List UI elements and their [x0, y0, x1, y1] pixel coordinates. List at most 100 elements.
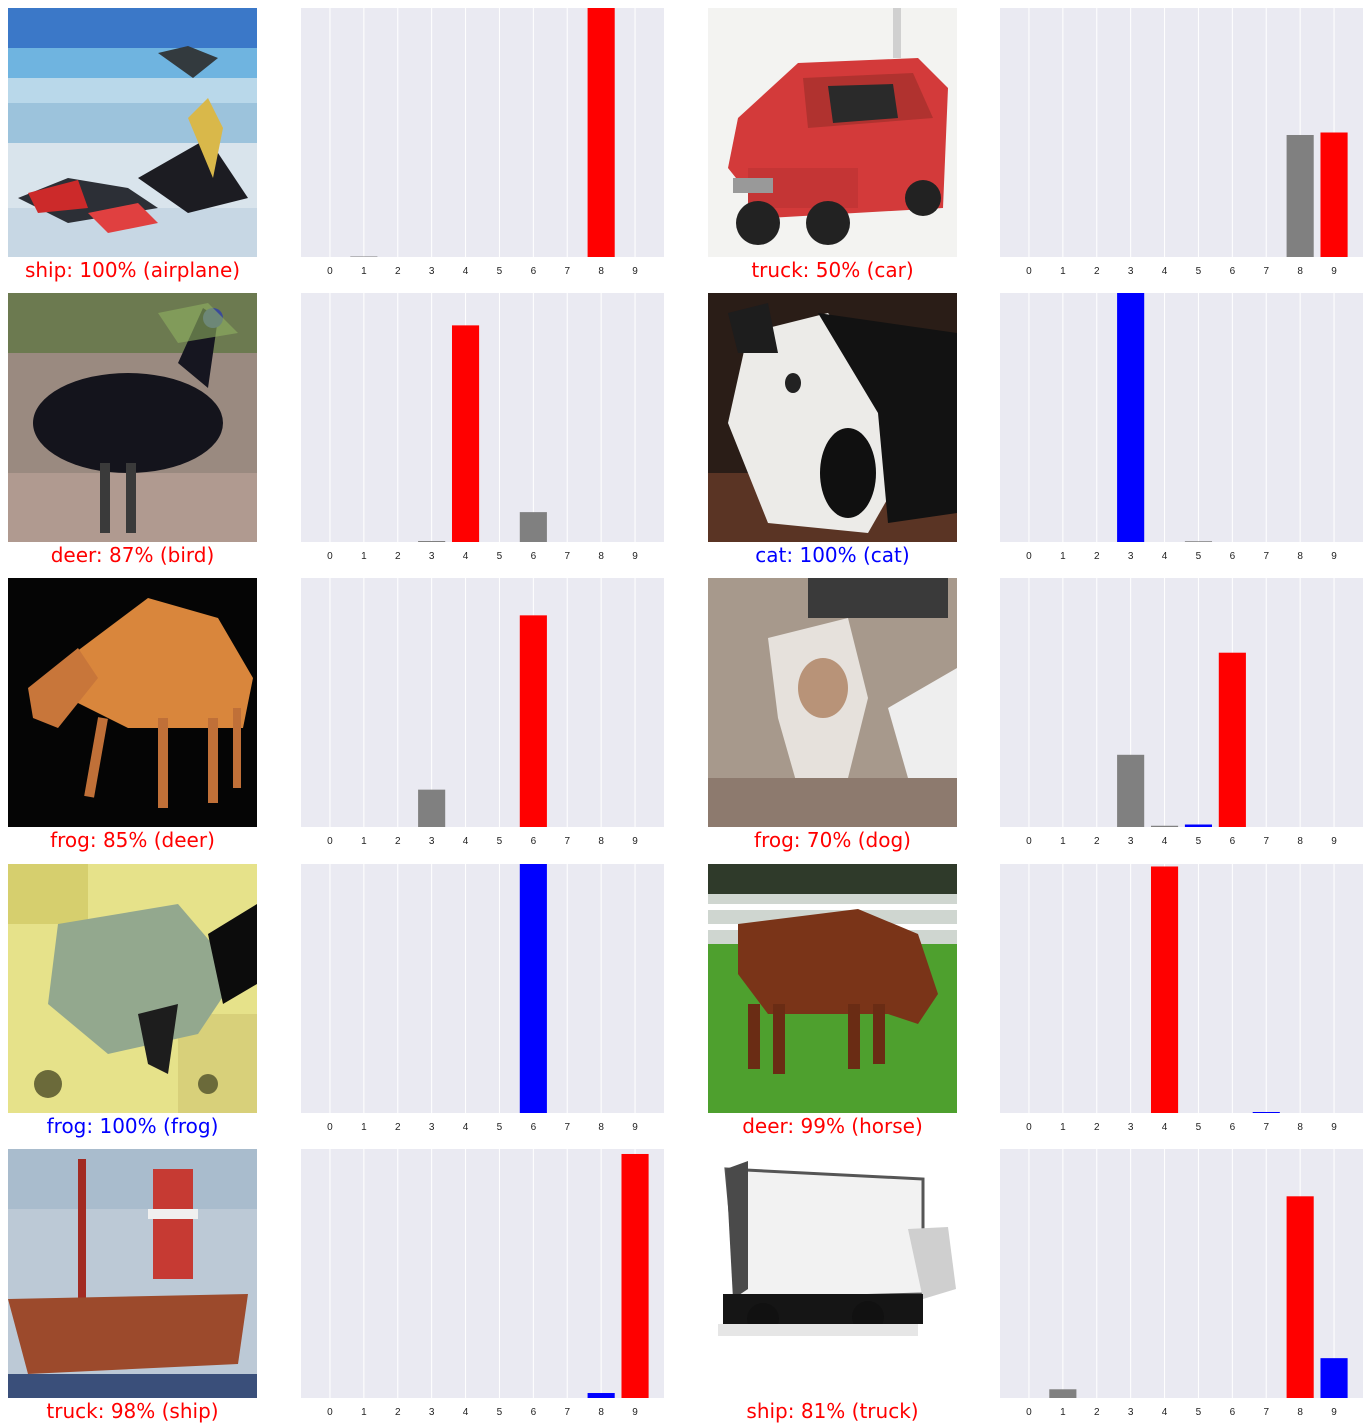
x-tick-1: 1 — [361, 1122, 367, 1133]
x-tick-7: 7 — [564, 266, 571, 277]
x-tick-4: 4 — [462, 836, 469, 847]
x-tick-0: 0 — [1026, 836, 1032, 847]
caption-3: deer: 87% (bird) — [50, 543, 215, 567]
x-tick-3: 3 — [1127, 836, 1134, 847]
x-tick-2: 2 — [394, 836, 401, 847]
x-tick-8: 8 — [598, 1122, 604, 1133]
x-tick-8: 8 — [1297, 266, 1303, 277]
x-tick-5: 5 — [496, 836, 503, 847]
x-tick-4: 4 — [1161, 1122, 1168, 1133]
x-tick-0: 0 — [327, 1407, 333, 1418]
x-tick-6: 6 — [530, 551, 537, 562]
chart-canvas-1 — [329, 8, 636, 257]
x-tick-2: 2 — [1093, 266, 1100, 277]
x-tick-7: 7 — [564, 1407, 571, 1418]
x-tick-4: 4 — [1161, 1407, 1168, 1418]
x-tick-8: 8 — [598, 266, 604, 277]
x-tick-4: 4 — [1161, 266, 1168, 277]
prob-chart-5: 0 1 2 3 4 5 6 7 8 9 — [301, 578, 664, 847]
prob-chart-7: 0 1 2 3 4 5 6 7 8 9 — [301, 864, 664, 1133]
x-tick-6: 6 — [1229, 551, 1236, 562]
x-tick-2: 2 — [1093, 1122, 1100, 1133]
x-tick-1: 1 — [1060, 266, 1066, 277]
x-tick-4: 4 — [462, 1122, 469, 1133]
x-tick-9: 9 — [1331, 1122, 1337, 1133]
x-tick-5: 5 — [496, 551, 503, 562]
x-tick-4: 4 — [1161, 836, 1168, 847]
x-tick-5: 5 — [496, 1407, 503, 1418]
x-tick-labels: 0 1 2 3 4 5 6 7 8 9 — [1000, 265, 1363, 279]
x-tick-2: 2 — [1093, 836, 1100, 847]
x-tick-0: 0 — [1026, 266, 1032, 277]
x-tick-3: 3 — [1127, 1122, 1134, 1133]
chart-canvas-8 — [1028, 864, 1335, 1113]
truck-photo — [708, 1149, 957, 1398]
bar-9 — [1320, 132, 1348, 257]
x-tick-8: 8 — [1297, 836, 1303, 847]
chart-canvas-5 — [329, 578, 636, 827]
bar-4 — [1150, 866, 1179, 1113]
x-tick-5: 5 — [1195, 1122, 1202, 1133]
x-tick-2: 2 — [394, 551, 401, 562]
ship-photo — [8, 1149, 257, 1398]
x-tick-3: 3 — [428, 1407, 435, 1418]
x-tick-2: 2 — [1093, 1407, 1100, 1418]
x-tick-7: 7 — [1263, 551, 1270, 562]
x-tick-labels: 0 1 2 3 4 5 6 7 8 9 — [1000, 835, 1363, 849]
bar-6 — [519, 864, 547, 1113]
bar-6 — [1218, 652, 1246, 827]
x-tick-1: 1 — [1060, 1122, 1066, 1133]
x-tick-7: 7 — [1263, 1407, 1270, 1418]
bar-7 — [1252, 1112, 1280, 1113]
x-tick-6: 6 — [530, 266, 537, 277]
x-tick-8: 8 — [598, 836, 604, 847]
x-tick-labels: 0 1 2 3 4 5 6 7 8 9 — [301, 1121, 664, 1135]
bird-photo — [8, 293, 257, 542]
dog-photo — [708, 578, 957, 827]
x-tick-8: 8 — [1297, 1407, 1303, 1418]
caption-8: deer: 99% (horse) — [742, 1114, 923, 1138]
bar-8 — [587, 1393, 615, 1398]
x-tick-9: 9 — [1331, 836, 1337, 847]
prob-chart-1: 0 1 2 3 4 5 6 7 8 9 — [301, 8, 664, 277]
x-tick-8: 8 — [598, 1407, 604, 1418]
x-tick-1: 1 — [361, 551, 367, 562]
x-tick-7: 7 — [1263, 266, 1270, 277]
bar-9 — [1320, 1358, 1348, 1398]
caption-7: frog: 100% (frog) — [46, 1114, 219, 1138]
x-tick-9: 9 — [1331, 1407, 1337, 1418]
x-tick-5: 5 — [1195, 836, 1202, 847]
x-tick-3: 3 — [428, 836, 435, 847]
x-tick-7: 7 — [564, 836, 571, 847]
x-tick-4: 4 — [462, 1407, 469, 1418]
x-tick-2: 2 — [394, 1122, 401, 1133]
x-tick-3: 3 — [428, 551, 435, 562]
caption-2: truck: 50% (car) — [751, 258, 914, 282]
airplane-photo — [8, 8, 257, 257]
x-tick-0: 0 — [327, 551, 333, 562]
x-tick-9: 9 — [1331, 551, 1337, 562]
x-tick-2: 2 — [394, 266, 401, 277]
x-tick-8: 8 — [1297, 551, 1303, 562]
x-tick-9: 9 — [632, 266, 638, 277]
prob-chart-2: 0 1 2 3 4 5 6 7 8 9 — [1000, 8, 1363, 277]
x-tick-4: 4 — [1161, 551, 1168, 562]
prob-chart-10: 0 1 2 3 4 5 6 7 8 9 — [1000, 1149, 1363, 1418]
caption-6: frog: 70% (dog) — [754, 828, 911, 852]
x-tick-1: 1 — [361, 266, 367, 277]
x-tick-6: 6 — [1229, 836, 1236, 847]
caption-1: ship: 100% (airplane) — [24, 258, 241, 282]
x-tick-labels: 0 1 2 3 4 5 6 7 8 9 — [301, 835, 664, 849]
caption-4: cat: 100% (cat) — [755, 543, 910, 567]
x-tick-1: 1 — [1060, 836, 1066, 847]
x-tick-5: 5 — [1195, 551, 1202, 562]
x-tick-3: 3 — [428, 1122, 435, 1133]
horse-photo — [708, 864, 957, 1113]
chart-canvas-10 — [1028, 1149, 1348, 1398]
bar-4 — [1150, 825, 1179, 827]
x-tick-3: 3 — [1127, 1407, 1134, 1418]
prob-chart-6: 0 1 2 3 4 5 6 7 8 9 — [1000, 578, 1363, 847]
x-tick-0: 0 — [327, 836, 333, 847]
bar-5 — [1184, 824, 1213, 827]
x-tick-5: 5 — [1195, 266, 1202, 277]
